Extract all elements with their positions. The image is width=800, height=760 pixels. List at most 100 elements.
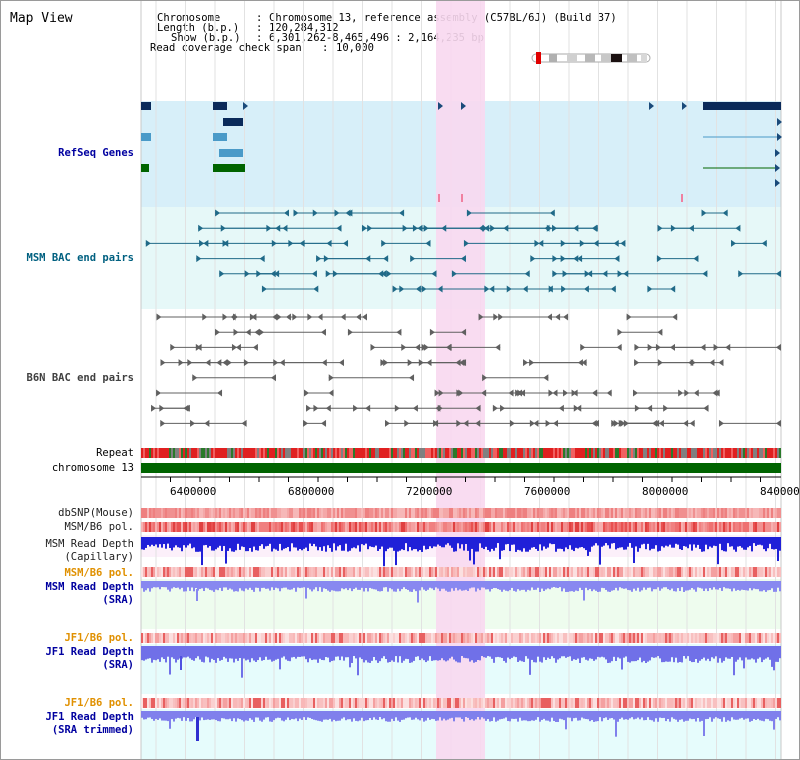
read-depth-bar — [593, 537, 595, 546]
read-depth-bar — [311, 711, 313, 719]
polymorphism-cell — [327, 508, 329, 518]
polymorphism-cell — [407, 522, 409, 532]
polymorphism-cell — [435, 508, 437, 518]
read-depth-bar — [149, 711, 151, 718]
read-depth-bar — [645, 646, 647, 663]
repeat-block — [287, 448, 289, 458]
track-label-msm-b6-pol-sra[interactable]: MSM/B6 pol. — [64, 567, 134, 579]
bac-end-arrow — [383, 359, 389, 367]
read-depth-bar — [349, 646, 351, 668]
bac-end-arrow — [620, 239, 626, 247]
read-depth-bar — [325, 711, 327, 720]
read-depth-bar — [347, 581, 349, 591]
track-label-jf1-depth-trim[interactable]: JF1 Read Depth — [45, 711, 134, 723]
polymorphism-cell — [711, 698, 713, 708]
read-depth-bar — [289, 537, 291, 552]
repeat-block — [465, 448, 467, 458]
track-label-jf1-b6-pol[interactable]: JF1/B6 pol. — [64, 632, 134, 644]
polymorphism-cell — [263, 522, 265, 532]
repeat-block — [727, 448, 729, 458]
read-depth-bar — [427, 646, 429, 661]
repeat-block — [443, 448, 445, 458]
polymorphism-cell — [517, 698, 519, 708]
polymorphism-cell — [607, 567, 609, 577]
polymorphism-cell — [259, 522, 261, 532]
track-label-dbsnp[interactable]: dbSNP(Mouse) — [58, 507, 134, 519]
track-label-refseq[interactable]: RefSeq Genes — [58, 147, 134, 159]
polymorphism-cell — [143, 508, 145, 518]
read-depth-bar — [291, 711, 293, 719]
track-label-jf1-depth[interactable]: JF1 Read Depth — [45, 646, 134, 658]
polymorphism-cell — [269, 522, 271, 532]
polymorphism-cell — [287, 508, 289, 518]
polymorphism-cell — [651, 522, 653, 532]
read-depth-bar — [661, 646, 663, 663]
track-label-msm-depth-sra[interactable]: MSM Read Depth — [45, 581, 134, 593]
polymorphism-cell — [739, 698, 741, 708]
track-label-b6n-bac[interactable]: B6N BAC end pairs — [26, 372, 134, 384]
bac-end-arrow — [214, 328, 220, 336]
polymorphism-cell — [169, 698, 171, 708]
repeat-block — [367, 448, 369, 458]
polymorphism-cell — [301, 633, 303, 643]
polymorphism-cell — [151, 508, 153, 518]
repeat-block — [427, 448, 429, 458]
read-depth-bar — [467, 581, 469, 591]
read-depth-bar — [533, 646, 535, 663]
read-depth-bar — [669, 581, 671, 591]
bac-end-arrow — [304, 389, 310, 397]
repeat-block — [661, 448, 663, 458]
track-label-msm-bac[interactable]: MSM BAC end pairs — [26, 252, 134, 264]
read-depth-bar — [663, 646, 665, 663]
read-depth-bar — [385, 646, 387, 660]
track-label-msm-depth-cap[interactable]: MSM Read Depth — [45, 538, 134, 550]
polymorphism-cell — [757, 633, 759, 643]
polymorphism-cell — [171, 567, 173, 577]
polymorphism-cell — [419, 633, 421, 643]
read-depth-bar — [331, 711, 333, 722]
read-depth-bar — [447, 646, 449, 661]
read-depth-bar — [387, 646, 389, 663]
read-depth-bar — [595, 537, 597, 544]
read-depth-bar — [285, 581, 287, 588]
track-label-msm-b6-pol[interactable]: MSM/B6 pol. — [64, 521, 134, 533]
polymorphism-cell — [331, 567, 333, 577]
read-depth-bar — [259, 646, 261, 658]
polymorphism-cell — [679, 698, 681, 708]
repeat-block — [311, 448, 313, 458]
polymorphism-cell — [147, 508, 149, 518]
polymorphism-cell — [585, 698, 587, 708]
read-depth-bar — [491, 537, 493, 549]
polymorphism-cell — [159, 522, 161, 532]
read-depth-bar — [263, 646, 265, 660]
read-depth-bar — [417, 646, 419, 657]
polymorphism-cell — [707, 508, 709, 518]
repeat-block — [259, 448, 261, 458]
polymorphism-cell — [295, 522, 297, 532]
repeat-block — [185, 448, 187, 458]
bac-end-arrow — [421, 343, 427, 351]
polymorphism-cell — [421, 698, 423, 708]
track-label-jf1-b6-pol-trim[interactable]: JF1/B6 pol. — [64, 697, 134, 709]
read-depth-bar — [581, 646, 583, 658]
polymorphism-cell — [771, 508, 773, 518]
repeat-block — [363, 448, 365, 458]
polymorphism-cell — [395, 567, 397, 577]
polymorphism-cell — [653, 522, 655, 532]
polymorphism-cell — [591, 567, 593, 577]
polymorphism-cell — [193, 522, 195, 532]
read-depth-bar — [689, 581, 691, 590]
read-depth-bar — [197, 537, 199, 552]
polymorphism-cell — [613, 567, 615, 577]
read-depth-bar — [551, 537, 553, 545]
read-depth-bar — [257, 646, 259, 661]
repeat-block — [715, 448, 717, 458]
polymorphism-cell — [341, 567, 343, 577]
repeat-block — [335, 448, 337, 458]
polymorphism-cell — [463, 522, 465, 532]
polymorphism-cell — [275, 508, 277, 518]
ideogram-band — [567, 54, 577, 62]
repeat-block — [499, 448, 501, 458]
read-depth-bar — [755, 711, 757, 720]
